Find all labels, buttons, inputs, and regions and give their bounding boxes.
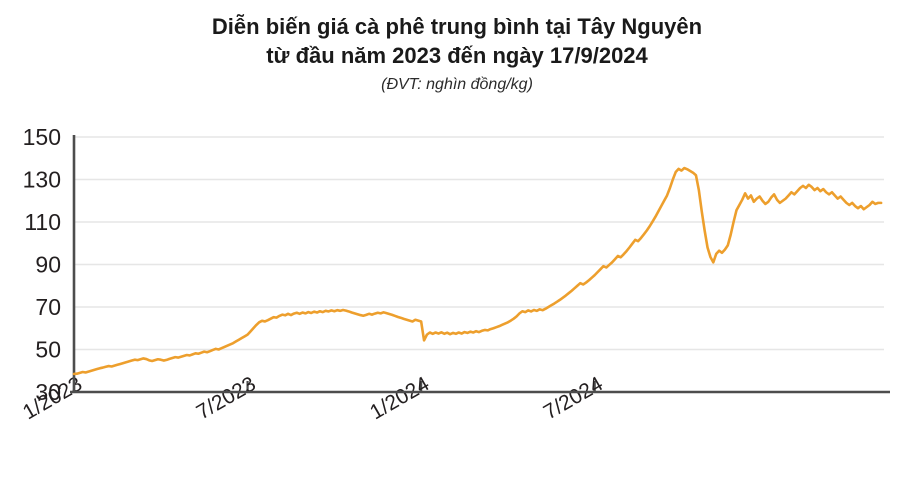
x-axis-tick-label: 7/2024 [540,372,607,424]
y-axis-tick-label: 30 [35,379,61,405]
x-axis-tick-label: 1/2024 [366,372,433,424]
x-axis-tick-labels: 1/2023 7/2023 1/2024 7/2024 [19,372,607,424]
price-series-line [72,166,883,376]
y-axis-tick-label: 110 [24,209,61,235]
y-axis-tick-label: 90 [35,252,61,278]
x-axis-tick-marks [72,381,596,392]
y-axis-tick-labels: 30 50 70 90 110 130 150 [23,124,61,405]
y-axis-tick-label: 150 [23,124,61,150]
y-axis-tick-label: 50 [35,337,61,363]
y-axis-tick-label: 130 [23,167,61,193]
chart-title-line-2: từ đầu năm 2023 đến ngày 17/9/2024 [266,43,648,68]
chart-title-line-1: Diễn biến giá cà phê trung bình tại Tây … [211,14,703,39]
chart-title-block: Diễn biến giá cà phê trung bình tại Tây … [0,12,914,94]
x-axis-tick-label: 7/2023 [193,372,260,424]
y-axis-tick-label: 70 [35,294,61,320]
chart-subtitle-unit: (ĐVT: nghìn đồng/kg) [381,76,533,93]
gridlines-group [74,136,884,351]
